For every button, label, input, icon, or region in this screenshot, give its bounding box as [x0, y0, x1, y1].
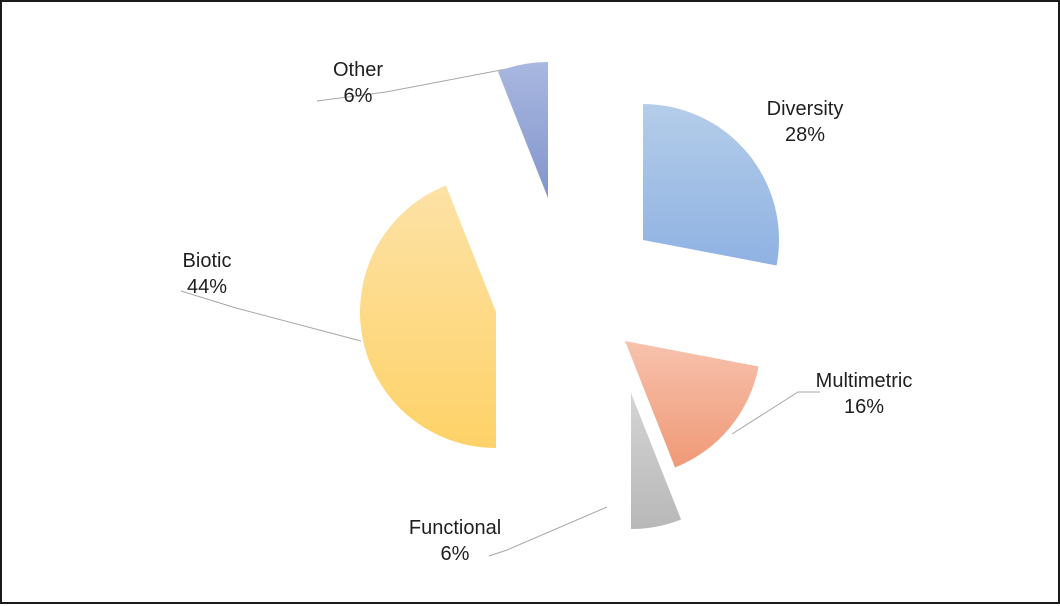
- slice-value-multimetric: 16%: [844, 396, 884, 418]
- leader-lines: [180, 66, 820, 557]
- pie-slice-biotic: [360, 185, 496, 449]
- slice-value-other: 6%: [344, 85, 373, 107]
- slice-label-biotic: Biotic: [183, 250, 232, 272]
- pie-slice-diversity: [643, 104, 779, 266]
- slice-value-biotic: 44%: [187, 276, 227, 298]
- slice-value-diversity: 28%: [785, 124, 825, 146]
- pie-slice-other: [497, 62, 548, 198]
- slice-label-diversity: Diversity: [767, 98, 844, 120]
- pie-slices: [360, 62, 779, 529]
- leader-line-other: [316, 66, 518, 102]
- leader-line-multimetric: [731, 391, 820, 435]
- slice-labels: Diversity 28% Multimetric 16% Functional 6% Bi…: [183, 59, 913, 565]
- slice-label-functional: Functional: [409, 517, 501, 539]
- slice-value-functional: 6%: [441, 543, 470, 565]
- pie-slice-functional: [631, 393, 682, 529]
- pie-slice-multimetric: [625, 341, 759, 468]
- slice-label-other: Other: [333, 59, 383, 81]
- leader-line-functional: [488, 506, 608, 557]
- leader-line-biotic: [180, 290, 362, 342]
- slice-label-multimetric: Multimetric: [816, 370, 913, 392]
